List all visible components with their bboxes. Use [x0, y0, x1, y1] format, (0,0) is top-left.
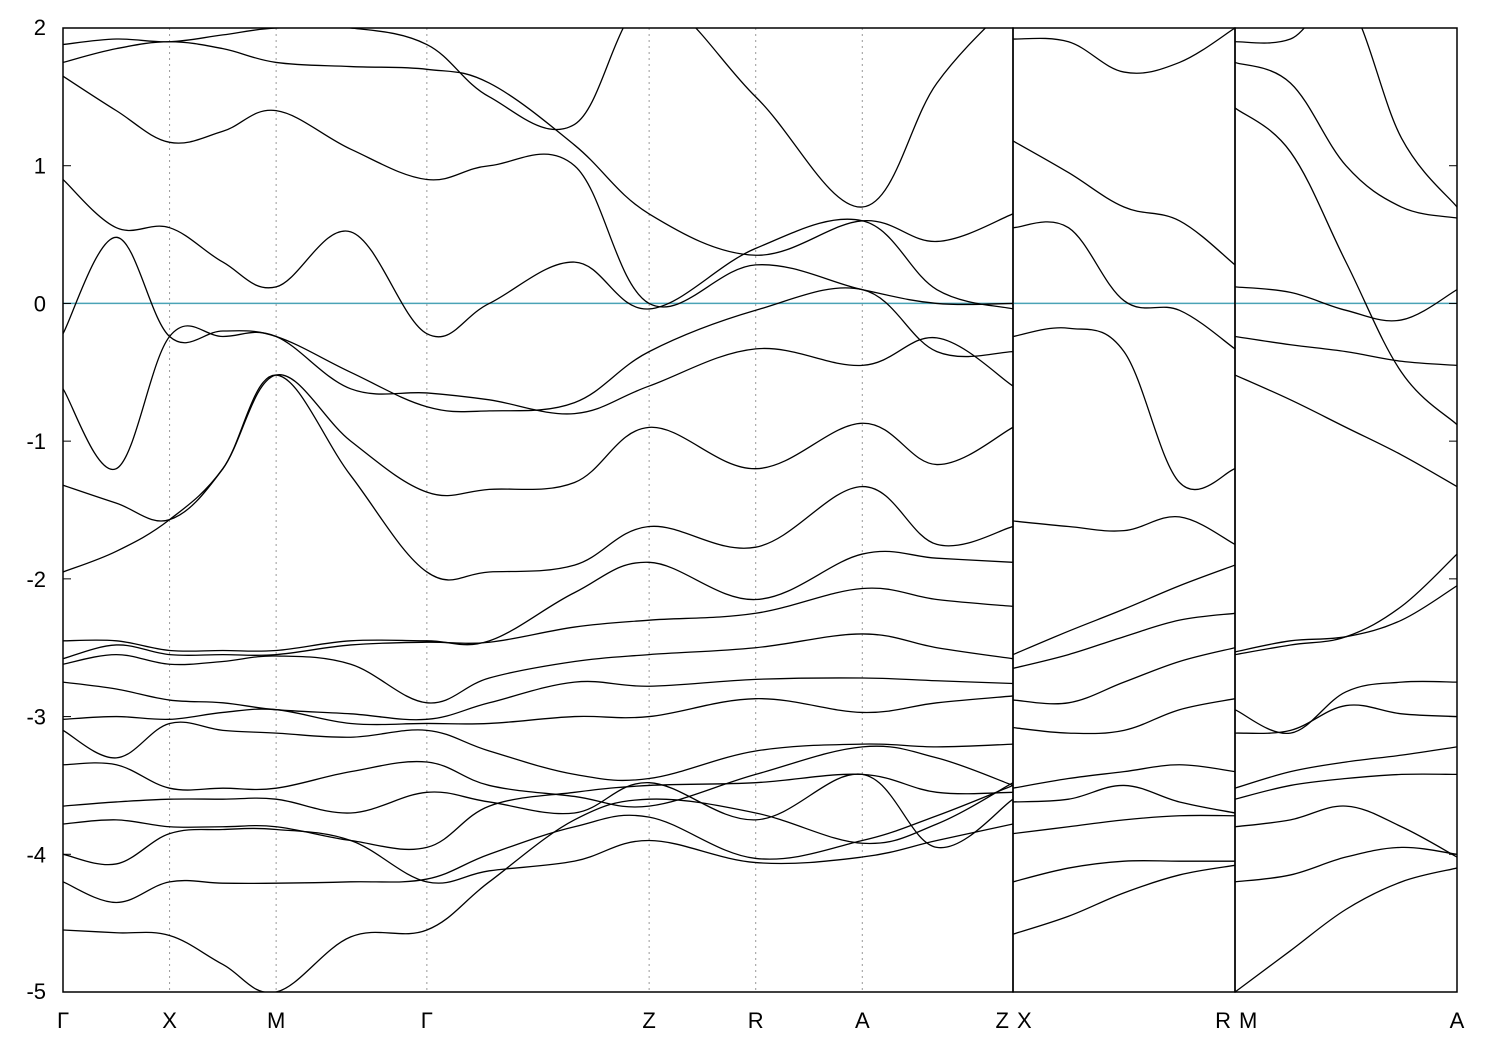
y-tick-label: 2	[34, 15, 46, 40]
band-line-6	[63, 745, 1013, 808]
band-line-9	[63, 677, 1013, 721]
band-line-8	[1013, 612, 1235, 670]
band-series-group	[63, 28, 1013, 992]
band-line-1	[1013, 864, 1235, 935]
y-tick-label: 0	[34, 291, 46, 316]
band-line-8	[63, 695, 1013, 726]
band-line-9	[1235, 553, 1457, 656]
band-line-13	[1013, 140, 1235, 266]
band-line-6	[1013, 698, 1235, 735]
x-tick-label-Z: Z	[996, 1008, 1009, 1033]
x-tick-label-M: M	[1239, 1008, 1257, 1033]
x-tick-label-Γ: Γ	[421, 1008, 433, 1033]
y-tick-label: -2	[26, 567, 46, 592]
y-tick-label: -3	[26, 705, 46, 730]
band-line-10	[63, 633, 1013, 704]
band-line-17	[63, 179, 1013, 338]
band-line-7	[1013, 647, 1235, 705]
band-series-group	[1235, 28, 1457, 992]
band-line-8	[1235, 585, 1457, 653]
y-tick-label: -5	[26, 979, 46, 1004]
band-line-1	[63, 782, 1013, 992]
x-tick-label-R: R	[1215, 1008, 1231, 1033]
band-line-5	[1235, 746, 1457, 789]
x-tick-label-Γ: Γ	[57, 1008, 69, 1033]
band-line-7	[63, 721, 1013, 782]
band-line-15	[63, 325, 1013, 470]
band-line-11	[1235, 335, 1457, 367]
band-line-2	[1013, 859, 1235, 883]
band-line-14	[63, 374, 1013, 522]
band-line-4	[1013, 784, 1235, 814]
band-series-group	[1013, 28, 1235, 935]
band-line-15	[1235, 28, 1457, 208]
band-line-10	[1013, 516, 1235, 546]
band-line-20	[63, 28, 987, 208]
band-line-19	[63, 41, 1013, 256]
y-axis: -5 -4 -3 -2 -1 0 1 2	[26, 15, 1457, 1004]
band-line-5	[1013, 764, 1235, 789]
band-line-11	[63, 587, 1013, 660]
band-line-2	[63, 784, 1013, 904]
band-line-1	[1235, 867, 1457, 992]
band-line-7	[1235, 680, 1457, 734]
y-tick-label: -1	[26, 429, 46, 454]
band-line-13	[63, 374, 1013, 581]
band-line-13	[1235, 107, 1457, 426]
x-tick-label-A: A	[855, 1008, 870, 1033]
band-line-3	[1013, 814, 1235, 835]
band-line-12	[1013, 221, 1235, 350]
band-line-14	[1013, 28, 1235, 74]
band-line-9	[1013, 564, 1235, 656]
x-tick-label-Z: Z	[642, 1008, 655, 1033]
x-tick-label-M: M	[267, 1008, 285, 1033]
band-line-3	[63, 823, 1013, 884]
y-tick-label: 1	[34, 154, 46, 179]
band-line-6	[1235, 704, 1457, 735]
panel-frame	[1234, 27, 1458, 993]
band-line-12	[1235, 286, 1457, 322]
band-line-2	[1235, 846, 1457, 883]
y-tick-label: -4	[26, 842, 46, 867]
band-line-16	[63, 236, 1013, 413]
x-tick-label-X: X	[162, 1008, 177, 1033]
x-tick-label-X: X	[1017, 1008, 1032, 1033]
x-tick-label-R: R	[748, 1008, 764, 1033]
band-line-14	[1235, 61, 1457, 219]
band-line-18	[63, 75, 1013, 308]
band-line-10	[1235, 374, 1457, 488]
band-line-4	[1235, 773, 1457, 800]
band-line-11	[1013, 327, 1235, 491]
band-line-3	[1235, 805, 1457, 858]
panel-frame	[62, 27, 1014, 993]
band-line-5	[63, 773, 1013, 849]
panel-frame	[1012, 27, 1236, 993]
band-line-12	[63, 550, 1013, 652]
x-tick-label-A: A	[1450, 1008, 1465, 1033]
